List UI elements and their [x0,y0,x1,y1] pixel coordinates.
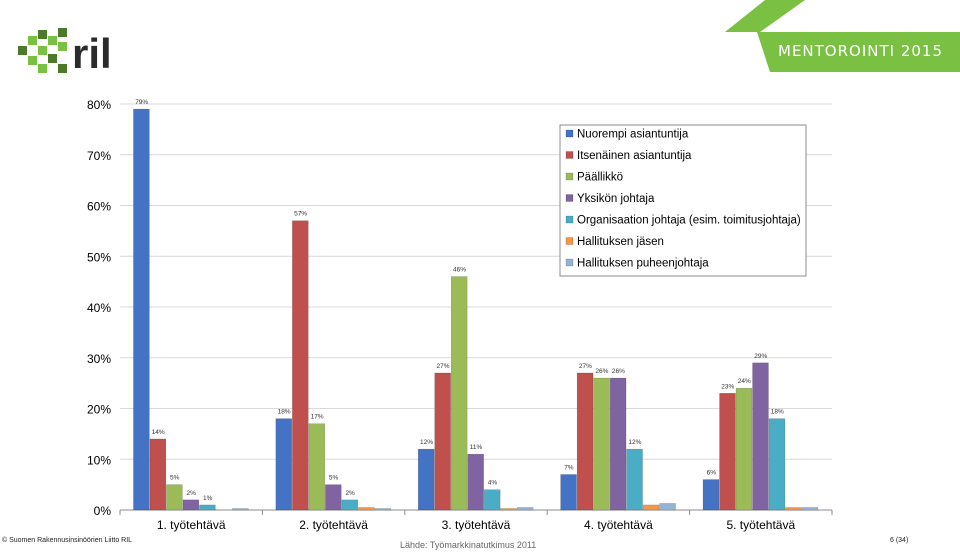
data-label: 26% [612,368,625,375]
bar [626,448,643,511]
bar [166,484,183,511]
bar [484,489,501,511]
cube-pattern-icon [18,28,67,73]
data-label: 46% [453,267,466,274]
legend-swatch [565,237,574,245]
bar [719,393,736,511]
bar [560,474,577,511]
bar [467,453,484,511]
legend-swatch [565,129,574,138]
y-tick-label: 70% [87,149,111,163]
logo-text: ril [72,30,112,77]
data-label: 24% [738,378,751,385]
bar [451,276,468,511]
header-banner [725,0,960,72]
bar [308,423,326,511]
y-tick-label: 20% [87,403,111,417]
bar [768,418,786,511]
bar [752,362,769,511]
bar [609,377,627,511]
bar [149,438,167,511]
x-tick-label: 2. työtehtävä [299,518,368,532]
y-tick-label: 10% [87,453,111,467]
data-label: 4% [488,480,498,487]
y-tick-label: 80% [87,98,111,112]
bar [801,507,819,511]
legend-label: Yksikön johtaja [577,193,655,205]
data-label: 18% [771,409,784,416]
data-label: 2% [345,490,355,497]
data-label: 26% [595,368,608,375]
data-label: 14% [152,429,165,436]
bar [576,372,594,511]
legend-label: Päällikkö [577,172,623,184]
bar [785,507,802,511]
bar [659,503,676,511]
data-label: 18% [278,409,291,416]
bar [593,377,610,511]
legend-swatch [565,172,574,181]
bar [517,507,534,511]
x-tick-label: 1. työtehtävä [157,518,226,532]
legend-label: Organisaation johtaja (esim. toimitusjoh… [577,215,801,227]
y-tick-label: 60% [87,200,111,214]
x-tick-label: 3. työtehtävä [442,518,511,532]
data-label: 27% [579,363,592,370]
data-label: 6% [707,470,717,477]
data-label: 29% [754,353,767,360]
data-label: 57% [294,211,307,218]
data-label: 12% [420,439,433,446]
banner-block [757,32,960,72]
legend-label: Nuorempi asiantuntija [577,129,689,141]
bar [702,479,720,511]
bar [325,484,342,511]
bar [500,508,517,511]
data-label: 23% [721,383,734,390]
x-tick-label: 5. työtehtävä [726,518,795,532]
source-text: Lähde: Työmarkkinatutkimus 2011 [400,540,537,550]
bar [374,508,392,511]
data-label: 1% [203,495,213,502]
bar [434,372,451,511]
data-label: 5% [170,475,180,482]
bar [232,508,249,511]
bar [182,499,200,511]
x-tick-label: 4. työtehtävä [584,518,653,532]
bar [358,507,375,511]
bar [735,387,753,511]
bar [133,108,150,511]
bar [292,220,309,511]
copyright-text: © Suomen Rakennusinsinöörien Liitto RIL [2,537,133,544]
banner-stripe [725,0,805,32]
legend-label: Hallituksen puheenjohtaja [577,258,709,270]
bar [642,504,660,511]
bar [275,418,293,511]
y-tick-label: 30% [87,352,111,366]
y-tick-label: 50% [87,250,111,264]
legend-swatch [565,215,574,224]
bar [341,499,359,511]
legend-label: Itsenäinen asiantuntija [577,150,692,162]
bar [418,448,435,511]
data-label: 27% [436,363,449,370]
data-label: 12% [628,439,641,446]
data-label: 17% [311,414,324,421]
legend-swatch [565,151,574,159]
banner-title: MENTOROINTI 2015 [778,42,944,60]
legend-box [559,124,807,277]
y-tick-label: 40% [87,301,111,315]
legend-swatch [565,258,574,267]
ril-logo: ril [18,28,112,77]
bar [199,504,216,511]
legend-swatch [565,194,574,202]
data-label: 7% [564,464,574,471]
page-number: 6 (34) [890,537,909,544]
legend-label: Hallituksen jäsen [577,236,664,248]
data-label: 5% [329,475,339,482]
data-label: 11% [470,444,483,451]
y-tick-label: 0% [94,504,112,518]
data-label: 79% [135,99,148,106]
data-label: 2% [186,490,196,497]
